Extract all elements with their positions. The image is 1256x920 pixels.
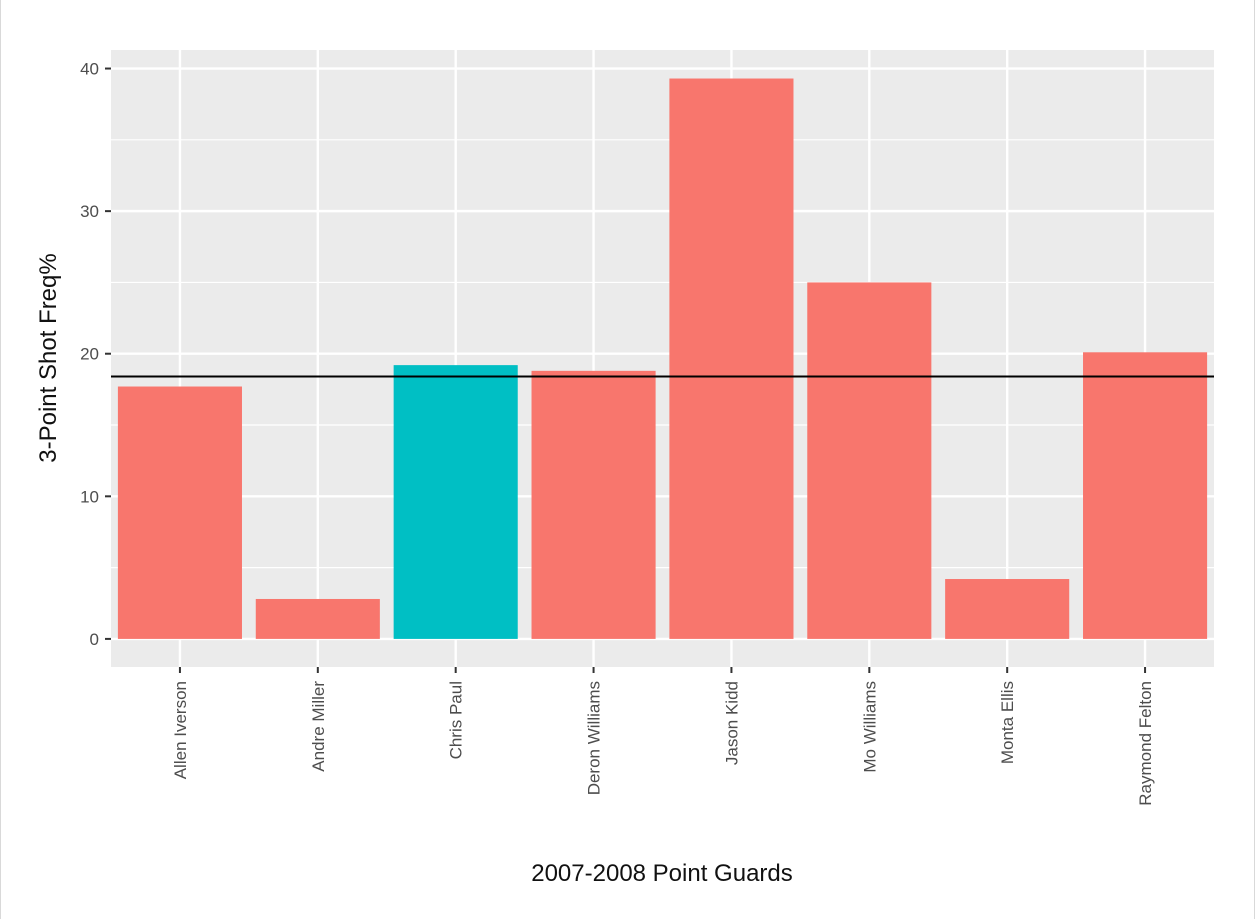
x-axis-title: 2007-2008 Point Guards	[531, 860, 793, 887]
plot-panel	[111, 50, 1214, 667]
bar	[1083, 352, 1208, 639]
y-tick-label: 40	[80, 60, 99, 79]
y-tick-label: 20	[80, 345, 99, 364]
x-tick-label: Allen Iverson	[171, 681, 190, 779]
bar	[807, 282, 932, 639]
bar	[117, 386, 242, 639]
y-tick-label: 30	[80, 202, 99, 221]
x-tick-label: Andre Miller	[309, 681, 328, 772]
bar	[255, 598, 380, 639]
x-tick-label: Raymond Felton	[1136, 681, 1155, 806]
y-tick-label: 10	[80, 487, 99, 506]
bar	[531, 370, 656, 639]
x-tick-label: Mo Williams	[860, 681, 879, 773]
x-tick-label: Jason Kidd	[722, 681, 741, 765]
x-axis: Allen Iverson Andre Miller Chris Paul Deron…	[171, 667, 1155, 806]
minor-gridlines	[111, 139, 1214, 569]
y-axis: 0 10 20 30 40	[80, 60, 111, 649]
x-tick-label: Deron Williams	[585, 681, 604, 795]
x-tick-label: Monta Ellis	[998, 681, 1017, 764]
x-tick-label: Chris Paul	[447, 681, 466, 759]
bars	[117, 78, 1208, 639]
y-tick-label: 0	[90, 630, 99, 649]
y-axis-title: 3-Point Shot Freq%	[35, 253, 62, 462]
bar	[669, 78, 794, 639]
bar	[945, 579, 1070, 639]
bar	[393, 365, 518, 639]
